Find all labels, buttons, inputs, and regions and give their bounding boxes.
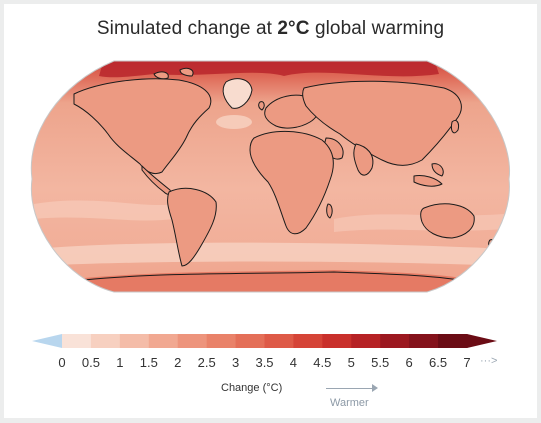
colorbar-tick-label: 2.5 bbox=[197, 355, 216, 370]
colorbar-segment bbox=[148, 334, 179, 348]
warmer-label: Warmer bbox=[330, 397, 369, 409]
colorbar-segment bbox=[293, 334, 323, 348]
colorbar-tick-label: 7 bbox=[463, 355, 471, 370]
colorbar-below-triangle bbox=[32, 334, 62, 348]
north-america bbox=[73, 78, 212, 175]
map-title: Simulated change at 2°C global warming bbox=[96, 18, 445, 39]
colorbar-tick-label: 4.5 bbox=[313, 355, 332, 370]
colorbar-tick-label: 1.5 bbox=[139, 355, 158, 370]
continents bbox=[73, 67, 495, 283]
colorbar-tick-label: 3 bbox=[231, 355, 240, 370]
warmer-arrow-icon bbox=[372, 384, 378, 392]
colorbar-tick-label: 5 bbox=[347, 355, 355, 370]
colorbar-segment bbox=[90, 334, 121, 348]
world-map bbox=[30, 60, 511, 348]
colorbar bbox=[32, 334, 497, 348]
colorbar-tick-label: 0 bbox=[58, 355, 66, 370]
colorbar-segment bbox=[380, 334, 410, 348]
asia bbox=[302, 80, 462, 166]
colorbar-ticks: 0 0.5 1 1.5 2 2.5 3 3.5 4 4.5 5 5.5 6 6.5 7 bbox=[4, 4, 537, 418]
colorbar-segment bbox=[235, 334, 265, 348]
map-field bbox=[31, 61, 510, 292]
colorbar-tick-label: 1 bbox=[116, 355, 124, 370]
colorbar-segment bbox=[206, 334, 237, 348]
colorbar-segment bbox=[264, 334, 294, 348]
colorbar-segment bbox=[351, 334, 381, 348]
figure-panel: Simulated change at 2°C global warming bbox=[4, 4, 537, 418]
colorbar-tick-label: 3.5 bbox=[255, 355, 274, 370]
colorbar-continuation: ···> bbox=[480, 355, 498, 367]
warmer-arrow-line bbox=[326, 388, 376, 389]
colorbar-segment bbox=[438, 334, 468, 348]
colorbar-segment bbox=[409, 334, 439, 348]
colorbar-label: Change (°C) bbox=[221, 382, 283, 394]
colorbar-tick-label: 0.5 bbox=[81, 355, 100, 370]
colorbar-above-triangle bbox=[467, 334, 497, 348]
africa bbox=[249, 130, 334, 235]
colorbar-segment bbox=[322, 334, 352, 348]
south-america bbox=[167, 187, 217, 267]
antarctica bbox=[74, 270, 474, 292]
colorbar-segment bbox=[62, 334, 92, 348]
colorbar-tick-label: 4 bbox=[289, 355, 298, 370]
colorbar-segment bbox=[177, 334, 208, 348]
colorbar-tick-label: 6 bbox=[405, 355, 413, 370]
colorbar-tick-label: 2 bbox=[174, 355, 182, 370]
colorbar-tick-label: 5.5 bbox=[371, 355, 390, 370]
australia bbox=[420, 203, 475, 239]
colorbar-segment bbox=[119, 334, 150, 348]
colorbar-tick-label: 6.5 bbox=[429, 355, 448, 370]
